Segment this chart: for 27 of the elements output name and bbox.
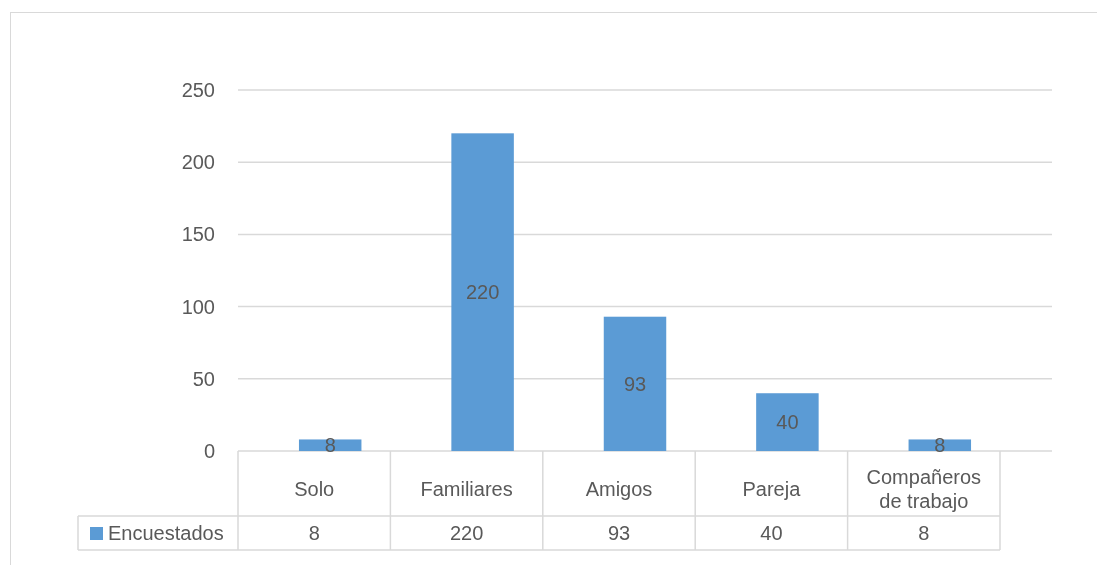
data-label: 40 <box>760 522 783 544</box>
annotation: 220 <box>465 281 500 304</box>
legend-label: Encuestados <box>108 522 224 544</box>
x-tick-label: Solo <box>294 477 335 500</box>
bar <box>908 439 972 451</box>
data-label: 220 <box>449 522 484 544</box>
y-tick-label: 200 <box>181 151 215 174</box>
annotation: 8 <box>324 434 336 457</box>
y-tick-label: 250 <box>181 79 215 101</box>
data-label: 93 <box>607 522 631 544</box>
y-tick-label: 0 <box>203 440 215 462</box>
x-tick-label: Compañeros de trabajo <box>866 465 982 512</box>
data-label: 8 <box>918 522 930 544</box>
y-tick-label: 100 <box>181 295 215 318</box>
x-tick-label: Familiares <box>420 477 513 500</box>
x-tick-label: Amigos <box>585 477 653 500</box>
bar <box>603 316 667 451</box>
y-tick-label: 50 <box>192 367 215 390</box>
y-tick-label: 150 <box>181 223 215 246</box>
annotation: 93 <box>623 372 647 395</box>
x-tick-label: Pareja <box>742 477 802 500</box>
bar <box>298 439 362 451</box>
data-label: 8 <box>308 522 320 544</box>
annotation: 40 <box>776 411 799 434</box>
bar <box>756 393 819 451</box>
annotation: 8 <box>934 434 946 457</box>
bar <box>451 133 514 451</box>
